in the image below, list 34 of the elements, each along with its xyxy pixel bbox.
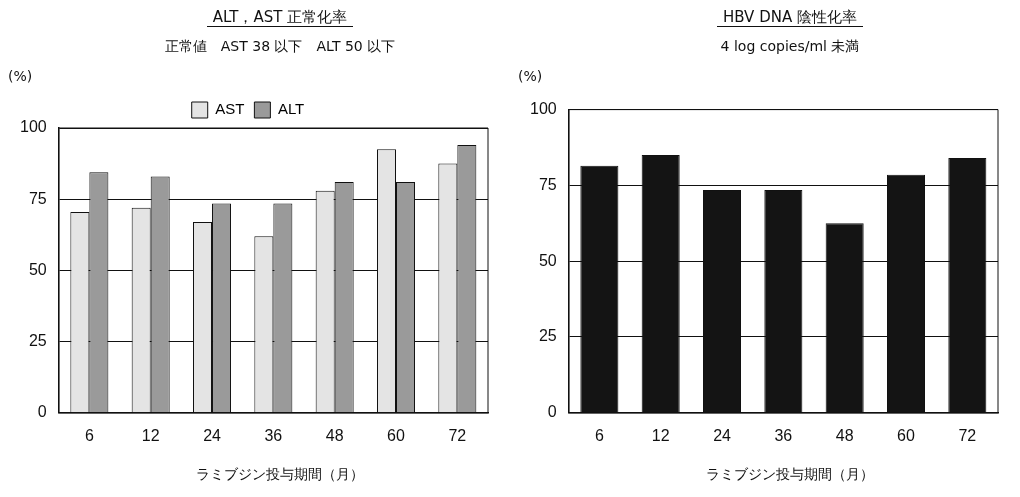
x-tick-label: 6: [84, 426, 94, 444]
y-tick-label: 0: [37, 403, 47, 421]
x-tick-label: 48: [325, 426, 344, 444]
y-axis-title: (%): [518, 68, 543, 84]
y-axis-title: (%): [8, 68, 33, 84]
legend-label: AST: [215, 100, 245, 118]
chart-title: HBV DNA 陰性化率: [717, 8, 863, 27]
x-tick-label: 48: [835, 426, 854, 444]
y-tick-label: 75: [538, 175, 557, 193]
x-tick-label: 36: [264, 426, 283, 444]
x-axis-title: ラミブジン投与期間（月）: [705, 466, 875, 484]
x-tick-label: 72: [958, 426, 977, 444]
y-tick-label: 100: [529, 100, 557, 118]
y-tick-label: 0: [547, 403, 557, 421]
chart-title: ALT，AST 正常化率: [206, 8, 354, 27]
chart-subtitle: 正常値 AST 38 以下 ALT 50 以下: [163, 38, 397, 56]
y-tick-label: 100: [19, 118, 47, 136]
x-tick-label: 12: [651, 426, 670, 444]
y-tick-label: 50: [538, 251, 557, 269]
x-tick-label: 72: [448, 426, 467, 444]
x-tick-label: 60: [387, 426, 406, 444]
y-tick-label: 50: [28, 260, 47, 278]
x-tick-label: 36: [774, 426, 793, 444]
x-tick-label: 12: [141, 426, 160, 444]
x-axis-title: ラミブジン投与期間（月）: [195, 466, 365, 484]
legend-label: ALT: [277, 100, 305, 118]
x-tick-label: 24: [203, 426, 222, 444]
y-tick-label: 75: [28, 189, 47, 207]
x-tick-label: 6: [594, 426, 604, 444]
y-tick-label: 25: [538, 327, 557, 345]
x-tick-label: 24: [713, 426, 732, 444]
y-tick-label: 25: [28, 332, 47, 350]
chart-subtitle: 4 log copies/ml 未満: [719, 38, 861, 56]
x-tick-label: 60: [897, 426, 916, 444]
